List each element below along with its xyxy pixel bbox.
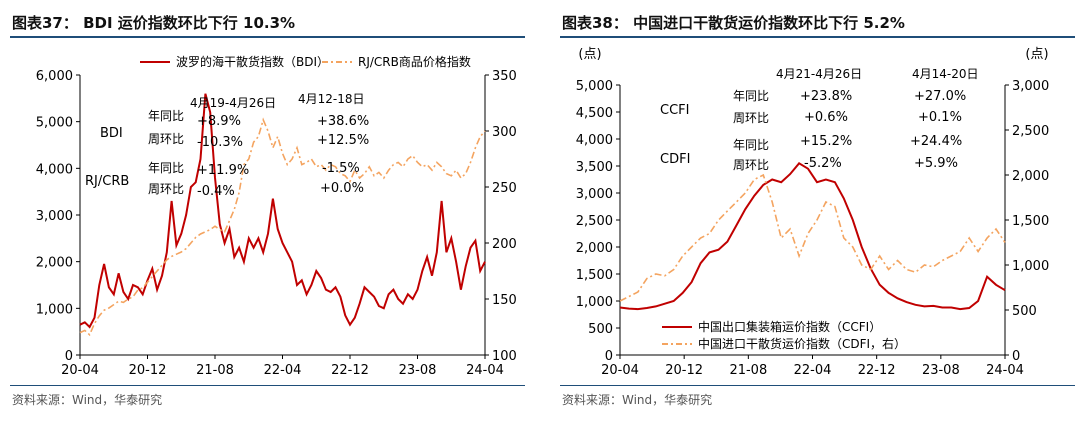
chart-title: 图表37： BDI 运价指数环比下行 10.3%	[12, 14, 296, 32]
x-tick-label: 22-12	[331, 363, 369, 378]
y-tick-label-left: 0	[65, 349, 73, 364]
y-tick-label-left: 2,500	[576, 214, 613, 229]
x-tick-label: 20-12	[665, 363, 703, 378]
y-tick-label-right: 250	[492, 181, 517, 196]
cdfi-chart-panel: 图表38： 中国进口干散货运价指数环比下行 5.2% 0 500 1,000 1,50…	[550, 0, 1080, 422]
y-tick-label-left: 3,500	[576, 160, 613, 175]
annot-value: +12.5%	[317, 133, 369, 148]
y-tick-label-left: 4,500	[576, 106, 613, 121]
annot-value: +8.9%	[197, 114, 241, 129]
annot-period-2: 4月14-20日	[912, 67, 979, 81]
x-tick-label: 20-12	[129, 363, 167, 378]
y-tick-label-right: 350	[492, 69, 517, 84]
source-note: 资料来源：Wind，华泰研究	[12, 393, 163, 407]
x-tick-label: 20-04	[601, 363, 639, 378]
y-tick-label-left: 4,000	[576, 133, 613, 148]
legend-label: 中国进口干散货运价指数（CDFI，右）	[698, 336, 906, 351]
y-tick-label-right: 150	[492, 293, 517, 308]
y-tick-label-left: 1,000	[576, 295, 613, 310]
y-tick-label-right: 2,000	[1012, 169, 1049, 184]
bdi-chart: 0 1,000 2,000 3,000 4,000 5,000 6,000 100 150 200…	[36, 54, 517, 378]
annot-wow-label: 周环比	[733, 158, 769, 172]
legend-label: 中国出口集装箱运价指数（CCFI）	[698, 319, 881, 334]
y-tick-label-left: 4,000	[36, 162, 73, 177]
series-line-dashdot	[619, 173, 1006, 302]
y-tick-label-right: 500	[1012, 304, 1037, 319]
annot-value: -10.3%	[197, 135, 243, 150]
y-tick-label-right: 100	[492, 349, 517, 364]
y-tick-label-right: 300	[492, 125, 517, 140]
annot-value: +38.6%	[317, 114, 369, 129]
y-tick-label-left: 6,000	[36, 69, 73, 84]
x-tick-label: 21-08	[196, 363, 234, 378]
annot-bdi-label: BDI	[100, 126, 123, 141]
y-tick-label-left: 2,000	[576, 241, 613, 256]
annot-value: +0.0%	[320, 181, 364, 196]
annot-value: +5.9%	[914, 156, 958, 171]
annot-yoy-label: 年同比	[733, 89, 769, 103]
annot-wow-label: 周环比	[148, 182, 184, 196]
chart-title: 图表38： 中国进口干散货运价指数环比下行 5.2%	[562, 14, 905, 32]
y-tick-label-left: 5,000	[576, 79, 613, 94]
cdfi-chart: 0 500 1,000 1,500 2,000 2,500 3,000 3,500 4,000 4…	[576, 47, 1049, 378]
title-rule	[560, 36, 1075, 38]
annot-value: -0.4%	[197, 184, 235, 199]
x-tick-label: 22-12	[858, 363, 896, 378]
y-tick-label-left: 1,500	[576, 268, 613, 283]
x-tick-label: 23-08	[922, 363, 960, 378]
y-tick-label-left: 1,000	[36, 302, 73, 317]
y-tick-label-left: 3,000	[36, 209, 73, 224]
y-tick-label-right: 200	[492, 237, 517, 252]
x-tick-label: 24-04	[986, 363, 1024, 378]
source-rule	[560, 385, 1075, 386]
annot-wow-label: 周环比	[733, 111, 769, 125]
annot-cdfi-label: CDFI	[660, 152, 690, 167]
legend-label: 波罗的海干散货指数（BDI）	[176, 54, 329, 69]
annot-value: +11.9%	[197, 163, 249, 178]
y-tick-label-left: 3,000	[576, 187, 613, 202]
source-note: 资料来源：Wind，华泰研究	[562, 393, 713, 407]
y-tick-label-right: 0	[1012, 349, 1020, 364]
annot-period-1: 4月21-4月26日	[776, 67, 862, 81]
annot-value: +24.4%	[910, 134, 962, 149]
bdi-chart-panel: 图表37： BDI 运价指数环比下行 10.3% 0 1,000 2,000 3,00…	[0, 0, 530, 422]
y-tick-label-right: 2,500	[1012, 124, 1049, 139]
y-tick-label-right: 1,000	[1012, 259, 1049, 274]
y-tick-label-right: 3,000	[1012, 79, 1049, 94]
annot-value: -5.2%	[804, 156, 842, 171]
x-tick-label: 21-08	[729, 363, 767, 378]
legend-label: RJ/CRB商品价格指数	[358, 54, 471, 69]
y-tick-label-left: 2,000	[36, 256, 73, 271]
annot-yoy-label: 年同比	[148, 109, 184, 123]
annot-value: +15.2%	[800, 134, 852, 149]
annot-period-1: 4月19-4月26日	[190, 96, 276, 110]
annot-ccfi-label: CCFI	[660, 103, 689, 118]
y-unit-right: (点)	[1025, 47, 1048, 62]
series-line-solid	[619, 161, 1006, 311]
annot-yoy-label: 年同比	[148, 161, 184, 175]
x-tick-label: 22-04	[264, 363, 302, 378]
y-tick-label-left: 5,000	[36, 116, 73, 131]
annot-period-2: 4月12-18日	[298, 92, 365, 106]
y-tick-label-right: 1,500	[1012, 214, 1049, 229]
y-tick-label-left: 500	[588, 322, 613, 337]
x-tick-label: 23-08	[399, 363, 437, 378]
annot-value: +27.0%	[914, 89, 966, 104]
annot-yoy-label: 年同比	[733, 138, 769, 152]
series-line-solid	[79, 93, 486, 329]
annot-value: +0.1%	[918, 110, 962, 125]
y-tick-label-left: 0	[605, 349, 613, 364]
series-line-dashdot	[79, 117, 486, 337]
annot-value: -1.5%	[322, 161, 360, 176]
x-tick-label: 24-04	[466, 363, 504, 378]
annot-crb-label: RJ/CRB	[85, 174, 129, 189]
annot-value: +23.8%	[800, 89, 852, 104]
x-tick-label: 20-04	[61, 363, 99, 378]
title-rule	[10, 36, 525, 38]
y-unit-left: (点)	[578, 47, 601, 62]
annot-value: +0.6%	[804, 110, 848, 125]
x-tick-label: 22-04	[794, 363, 832, 378]
source-rule	[10, 385, 525, 386]
annot-wow-label: 周环比	[148, 132, 184, 146]
